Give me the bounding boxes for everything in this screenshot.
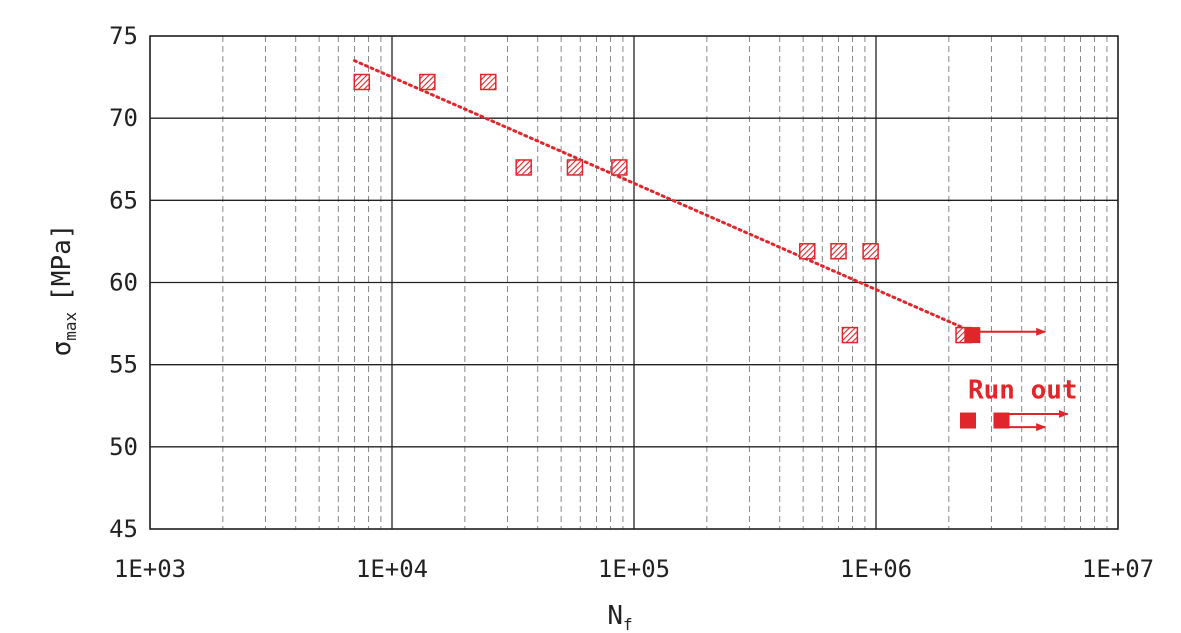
y-tick-labels: 45 50 55 60 65 70 75 — [109, 22, 138, 543]
data-point-hatched — [566, 159, 584, 176]
x-axis-title: Nf — [607, 601, 632, 633]
y-tick-label: 60 — [109, 269, 138, 297]
data-point-hatched — [353, 73, 371, 91]
y-axis-title-main: σ — [47, 341, 77, 357]
y-tick-label: 65 — [109, 186, 138, 214]
y-tick-label: 50 — [109, 433, 138, 461]
x-tick-label: 1E+05 — [598, 555, 670, 583]
data-point-hatched — [841, 326, 859, 344]
data-point-hatched — [419, 73, 436, 91]
y-axis-title: σmax [MPa] — [47, 224, 80, 357]
data-point-hatched — [515, 159, 532, 176]
data-point-hatched — [862, 243, 879, 260]
data-point-runout — [993, 412, 1010, 429]
plot-area-border — [149, 35, 1119, 530]
y-axis-title-sub: max — [61, 312, 80, 341]
data-point-runout — [964, 327, 981, 344]
annotations: Run out — [968, 375, 1078, 405]
data-point-hatched — [799, 243, 816, 260]
x-tick-label: 1E+04 — [356, 555, 428, 583]
y-tick-label: 45 — [109, 515, 138, 543]
x-tick-label: 1E+06 — [840, 555, 912, 583]
y-tick-label: 55 — [109, 351, 138, 379]
x-tick-labels: 1E+03 1E+04 1E+05 1E+06 1E+07 — [114, 555, 1154, 583]
y-axis-title-unit: [MPa] — [47, 224, 77, 302]
data-point-hatched — [611, 159, 628, 176]
data-point-hatched — [830, 243, 847, 260]
major-grid — [149, 35, 1119, 530]
trendline-layer — [353, 59, 974, 334]
x-tick-label: 1E+07 — [1082, 555, 1154, 583]
data-point-runout — [960, 412, 977, 429]
y-tick-label: 70 — [109, 104, 138, 132]
trendline — [353, 59, 974, 334]
runout-annotation: Run out — [968, 375, 1078, 405]
data-point-hatched — [480, 73, 497, 91]
data-points — [353, 73, 1010, 429]
x-axis-title-sub: f — [623, 615, 633, 633]
x-axis-title-main: N — [607, 601, 623, 631]
y-tick-label: 75 — [109, 22, 138, 50]
x-tick-label: 1E+03 — [114, 555, 186, 583]
